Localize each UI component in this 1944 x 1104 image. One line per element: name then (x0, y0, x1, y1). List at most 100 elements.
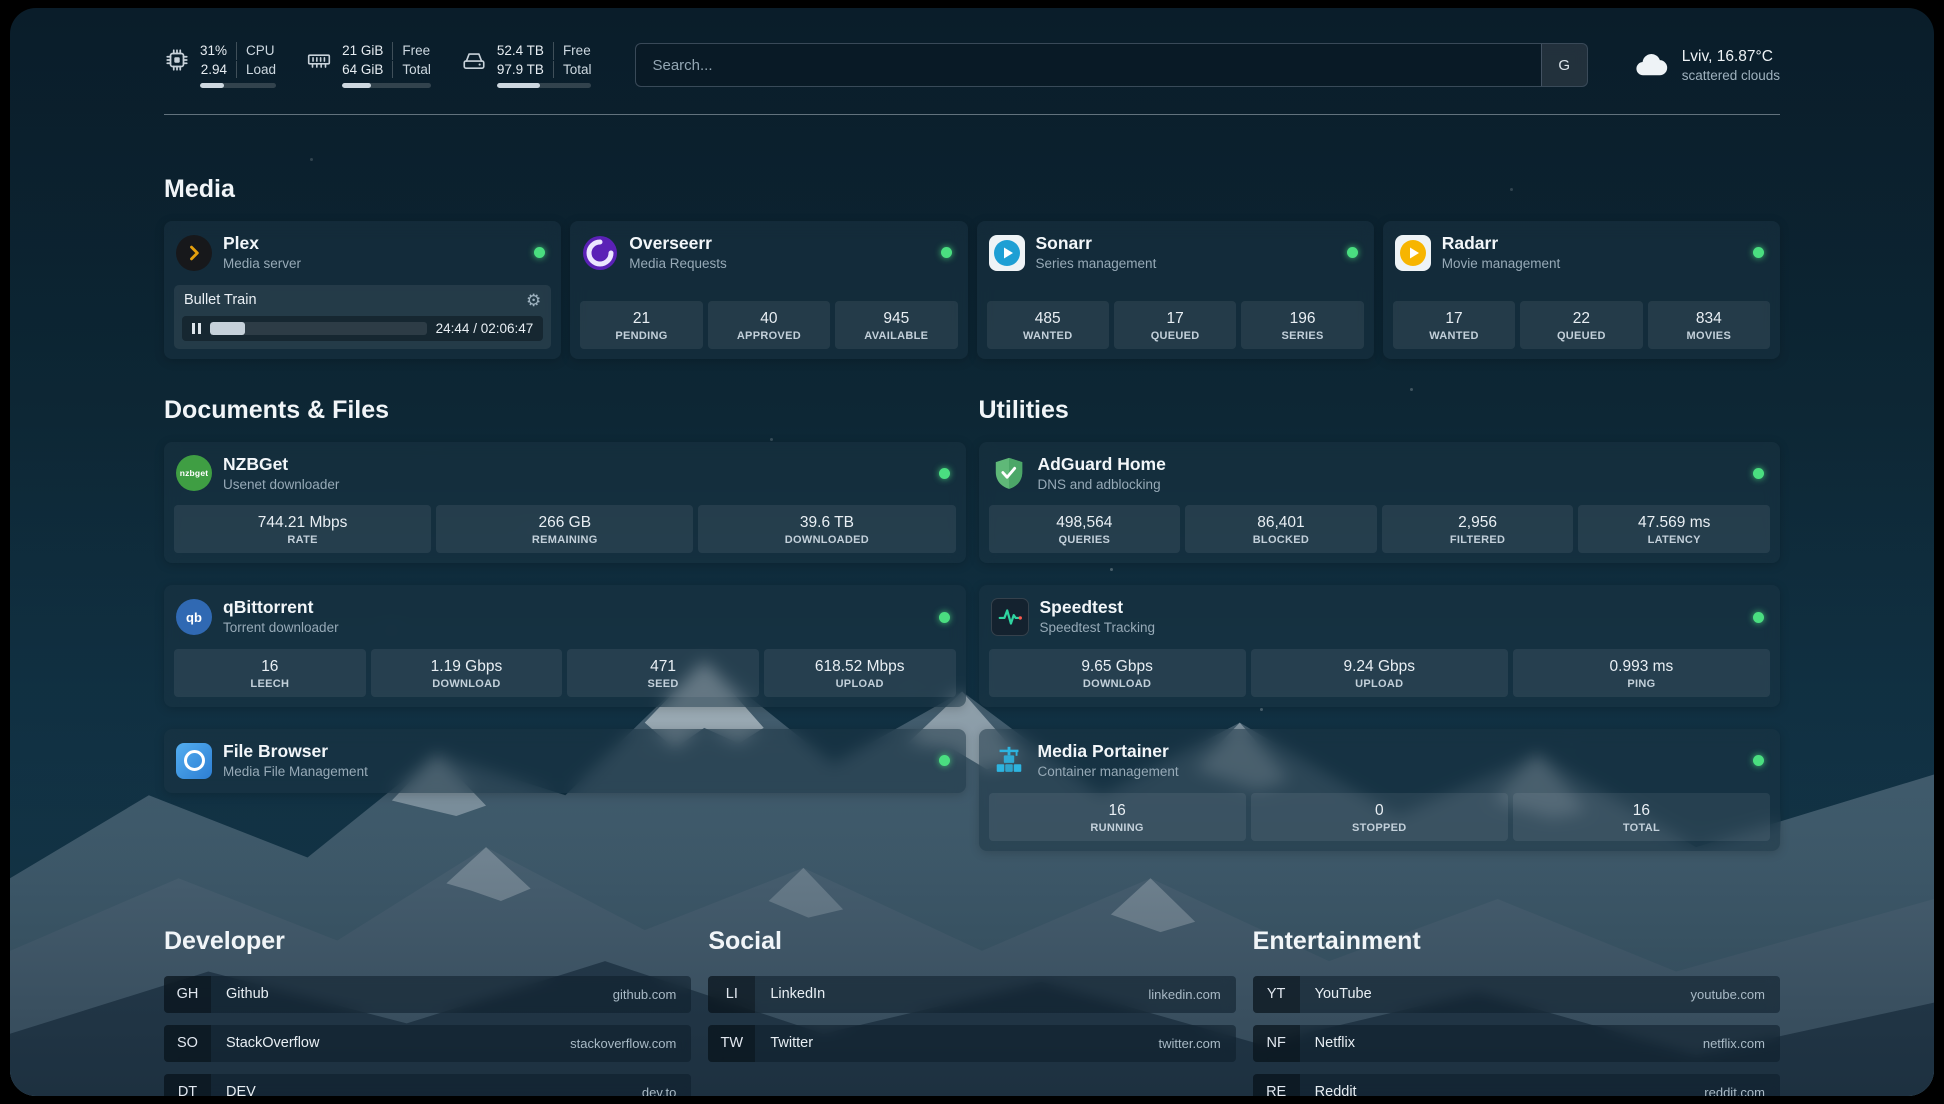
adguard-icon (991, 455, 1027, 491)
bookmark-reddit[interactable]: RE Reddit reddit.com (1252, 1073, 1780, 1096)
service-name: Speedtest (1039, 597, 1124, 618)
bookmark-abbr: LI (708, 975, 756, 1013)
memory-widget: 21 GiB Free 64 GiB Total (306, 42, 431, 89)
service-card-filebrowser[interactable]: File Browser Media File Management (164, 729, 966, 793)
status-dot (940, 247, 952, 259)
search-input[interactable] (636, 44, 1541, 87)
stat-queued: 22 QUEUED (1520, 300, 1643, 349)
pause-icon[interactable] (192, 322, 201, 334)
stat-downloaded: 39.6 TB DOWNLOADED (698, 505, 956, 554)
progress-track[interactable] (210, 321, 427, 335)
status-dot (1753, 755, 1764, 767)
bookmarks-section: Developer GH Github github.com SO StackO… (164, 927, 1780, 1096)
bookmark-abbr: SO (164, 1024, 211, 1062)
stat-leech: 16 LEECH (174, 648, 366, 698)
cpu-chip-icon (164, 47, 190, 73)
service-card-sonarr[interactable]: Sonarr Series management 485 WANTED 17 Q… (976, 221, 1374, 359)
section-documents: Documents & Files nzbget NZBGet Usenet d… (164, 396, 966, 793)
bookmark-name: StackOverflow (226, 1035, 320, 1052)
service-card-speedtest[interactable]: Speedtest Speedtest Tracking 9.65 Gbps D… (978, 585, 1780, 708)
stat-seed: 471 SEED (567, 648, 759, 698)
bookmark-group-title: Developer (164, 926, 285, 955)
stat-pending: 21 PENDING (580, 300, 703, 349)
bookmark-url: netflix.com (1702, 1035, 1765, 1051)
weather-widget: Lviv, 16.87°C scattered clouds (1632, 46, 1780, 84)
service-card-portainer[interactable]: Media Portainer Container management 16 … (978, 729, 1780, 851)
stat-remaining: 266 GB REMAINING (436, 505, 694, 554)
service-subtitle: Movie management (1441, 256, 1561, 272)
bookmark-url: reddit.com (1704, 1084, 1765, 1096)
cpu-bar (200, 83, 277, 89)
status-dot (1753, 611, 1764, 623)
disk-bar-fill (496, 83, 541, 89)
bookmark-netflix[interactable]: NF Netflix netflix.com (1252, 1024, 1780, 1062)
memory-total-label: Total (392, 60, 431, 79)
portainer-icon (991, 743, 1027, 779)
gear-icon[interactable]: ⚙ (526, 290, 542, 310)
plex-time: 24:44 / 02:06:47 (435, 320, 534, 336)
ram-icon (306, 47, 332, 73)
status-dot (938, 467, 950, 479)
plex-progress-bar[interactable]: 24:44 / 02:06:47 (182, 315, 544, 341)
service-name: Radarr (1441, 233, 1499, 254)
disk-free: 52.4 TB (496, 43, 544, 58)
service-card-qbittorrent[interactable]: qb qBittorrent Torrent downloader 16 LEE… (164, 585, 966, 708)
service-name: AdGuard Home (1037, 453, 1166, 474)
service-card-overseerr[interactable]: Overseerr Media Requests 21 PENDING 40 A… (570, 221, 968, 359)
service-subtitle: Media server (223, 256, 302, 272)
cpu-bar-fill (200, 83, 224, 89)
stat-stopped: 0 STOPPED (1250, 792, 1508, 841)
service-card-plex[interactable]: Plex Media server Bullet Train ⚙ (164, 221, 562, 359)
service-subtitle: Torrent downloader (223, 620, 339, 636)
search-bar: G (635, 43, 1588, 88)
stat-download: 9.65 Gbps DOWNLOAD (988, 648, 1246, 698)
overseerr-icon (582, 235, 618, 271)
bookmark-linkedin[interactable]: LI LinkedIn linkedin.com (708, 975, 1236, 1013)
bookmark-dev[interactable]: DT DEV dev.to (164, 1073, 692, 1096)
stat-available: 945 AVAILABLE (835, 300, 958, 349)
sonarr-icon (988, 234, 1025, 271)
bookmark-twitter[interactable]: TW Twitter twitter.com (708, 1024, 1236, 1062)
top-bar: 31% CPU 2.94 Load (164, 42, 1780, 89)
service-name: Overseerr (629, 233, 712, 254)
stat-upload: 618.52 Mbps UPLOAD (763, 648, 956, 698)
bookmark-abbr: YT (1252, 975, 1300, 1013)
service-subtitle: Usenet downloader (223, 476, 340, 492)
stat-approved: 40 APPROVED (707, 300, 831, 349)
search-provider-button[interactable]: G (1540, 44, 1587, 87)
bookmark-github[interactable]: GH Github github.com (164, 975, 692, 1013)
section-utilities: Utilities AdGuard Home (978, 395, 1780, 851)
bookmark-stackoverflow[interactable]: SO StackOverflow stackoverflow.com (164, 1024, 692, 1062)
bookmark-name: DEV (226, 1084, 256, 1096)
bookmark-group-title: Social (708, 926, 782, 955)
stat-queries: 498,564 QUERIES (988, 505, 1181, 554)
weather-location: Lviv, 16.87°C (1681, 47, 1773, 65)
progress-fill (210, 321, 245, 335)
nzbget-icon: nzbget (176, 455, 212, 492)
radarr-icon (1394, 234, 1431, 271)
disk-total: 97.9 TB (496, 61, 544, 77)
bookmark-url: youtube.com (1690, 986, 1765, 1002)
service-card-radarr[interactable]: Radarr Movie management 17 WANTED 22 QUE… (1382, 221, 1780, 359)
bookmark-url: github.com (612, 986, 677, 1002)
service-card-nzbget[interactable]: nzbget NZBGet Usenet downloader 744.21 M… (164, 441, 966, 564)
status-dot (938, 611, 950, 623)
bookmark-name: Twitter (770, 1035, 814, 1052)
bookmark-name: Github (226, 986, 269, 1003)
system-widgets: 31% CPU 2.94 Load (164, 42, 592, 89)
status-dot (1753, 467, 1764, 479)
media-grid: Plex Media server Bullet Train ⚙ (164, 221, 1780, 359)
section-title-utilities: Utilities (978, 395, 1069, 424)
disk-widget: 52.4 TB Free 97.9 TB Total (461, 42, 592, 89)
service-name: Plex (223, 233, 259, 254)
bookmark-abbr: NF (1252, 1024, 1300, 1062)
bookmark-youtube[interactable]: YT YouTube youtube.com (1252, 975, 1780, 1013)
bookmark-url: linkedin.com (1148, 986, 1221, 1002)
service-card-adguard[interactable]: AdGuard Home DNS and adblocking 498,564 … (978, 441, 1780, 564)
status-dot (938, 755, 950, 767)
service-subtitle: DNS and adblocking (1037, 476, 1161, 492)
now-playing-title: Bullet Train (184, 292, 257, 309)
dashboard-screen: 31% CPU 2.94 Load (10, 8, 1934, 1096)
service-subtitle: Series management (1035, 256, 1157, 272)
status-dot (534, 247, 546, 259)
